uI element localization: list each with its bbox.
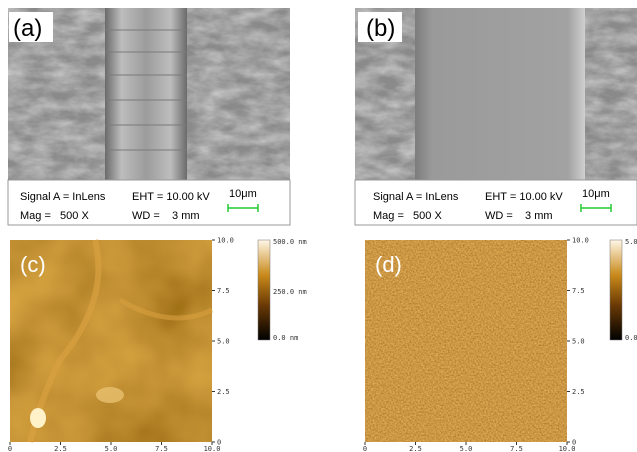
y-tick-label: 7.5 xyxy=(572,287,585,295)
afm-image-c xyxy=(10,240,270,442)
scale-bar-label: 10μm xyxy=(229,188,257,200)
mag: Mag = 500 X xyxy=(20,210,89,222)
eht: EHT = 10.00 kV xyxy=(485,191,563,203)
x-tick-label: 0 xyxy=(363,445,367,452)
y-tick-label: 2.5 xyxy=(217,388,230,396)
colorbar-label: 500.0 nm xyxy=(273,238,307,246)
scale-bar-label: 10μm xyxy=(582,188,610,200)
y-tick-label: 5.0 xyxy=(572,338,585,346)
panel-label: (c) xyxy=(20,252,46,277)
colorbar-label: 0.0 xyxy=(625,334,637,342)
colorbar-label: 0.0 nm xyxy=(273,334,298,342)
wd: WD = 3 mm xyxy=(485,210,553,222)
y-tick-label: 10.0 xyxy=(217,237,234,245)
x-tick-label: 7.5 xyxy=(155,445,168,452)
y-tick-label: 10.0 xyxy=(572,237,589,245)
signal: Signal A = InLens xyxy=(20,191,106,203)
x-tick-label: 0 xyxy=(8,445,12,452)
y-tick-label: 2.5 xyxy=(572,388,585,396)
page: (a) Signal A = InLens EHT = 10.00 kV 10μm Ma… xyxy=(0,0,637,452)
y-tick-label: 7.5 xyxy=(217,287,230,295)
mag: Mag = 500 X xyxy=(373,210,442,222)
x-tick-label: 7.5 xyxy=(510,445,523,452)
panel-label: (b) xyxy=(366,15,395,42)
x-tick-label: 2.5 xyxy=(409,445,422,452)
wd: WD = 3 mm xyxy=(132,210,200,222)
signal: Signal A = InLens xyxy=(373,191,459,203)
colorbar-label: 5.0 xyxy=(625,238,637,246)
colorbar-label: 250.0 nm xyxy=(273,288,307,296)
panel-label: (d) xyxy=(375,252,402,277)
y-tick-label: 5.0 xyxy=(217,338,230,346)
eht: EHT = 10.00 kV xyxy=(132,191,210,203)
y-tick-label: 0 xyxy=(217,439,221,447)
y-tick-label: 0 xyxy=(572,439,576,447)
x-tick-label: 2.5 xyxy=(54,445,67,452)
x-tick-label: 5.0 xyxy=(105,445,118,452)
x-tick-label: 5.0 xyxy=(460,445,473,452)
figure: (a) Signal A = InLens EHT = 10.00 kV 10μm Ma… xyxy=(0,0,637,452)
panel-label: (a) xyxy=(13,15,42,42)
